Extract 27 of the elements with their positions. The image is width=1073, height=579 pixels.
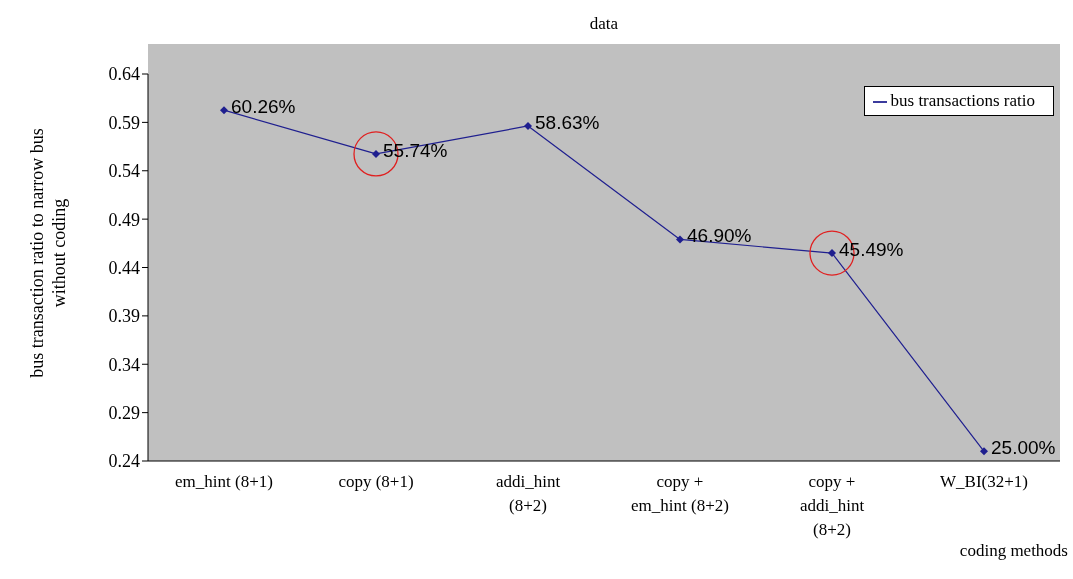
x-tick-label: em_hint (8+1) [175,472,273,491]
y-tick-label: 0.39 [108,306,140,327]
data-label: 58.63% [535,111,600,133]
point [676,235,684,244]
y-axis-title: bus transaction ratio to narrow bus without coding [26,127,70,378]
point [980,447,988,456]
y-tick-label: 0.64 [108,64,140,85]
x-tick-label: addi_hint (8+2) [495,472,561,515]
y-tick-label: 0.54 [108,161,140,182]
y-tick-label: 0.29 [108,403,140,424]
x-tick-label: W_BI(32+1) [940,472,1028,491]
y-tick-label: 0.44 [108,257,140,278]
point [524,121,532,130]
x-axis-title: coding methods [959,541,1068,561]
x-tick-label: copy (8+1) [338,472,414,491]
data-label: 60.26% [231,96,296,118]
chart-title: data [588,14,620,34]
data-label: 46.90% [687,225,752,247]
legend-label: bus transactions ratio [890,91,1035,110]
y-tick-label: 0.34 [108,354,140,375]
y-tick-label: 0.59 [108,112,140,133]
y-tick-label: 0.24 [108,451,140,472]
data-label: 25.00% [991,437,1056,459]
x-tick-label: copy + em_hint (8+2) [631,472,729,515]
point [220,106,228,115]
x-tick-label: copy + addi_hint (8+2) [799,472,865,539]
y-tick-label: 0.49 [108,209,140,230]
